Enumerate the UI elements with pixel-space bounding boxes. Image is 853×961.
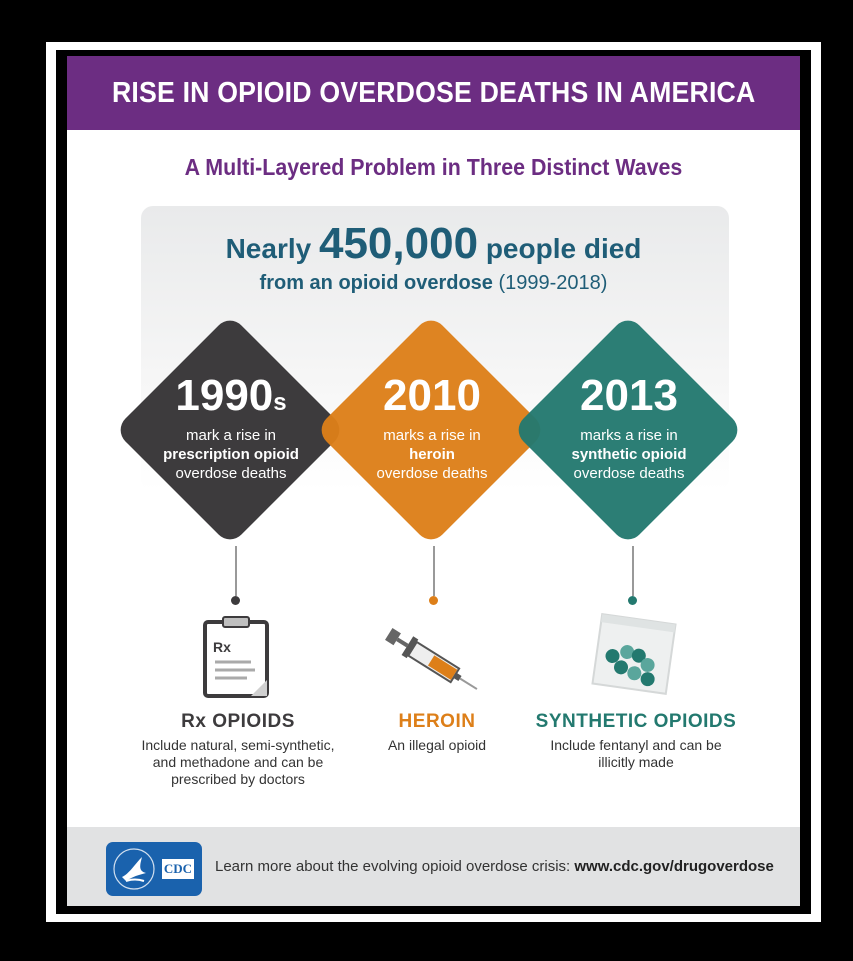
connector-line [433,546,435,596]
header-banner: RISE IN OPIOID OVERDOSE DEATHS IN AMERIC… [67,56,800,130]
pill-bag-icon [591,613,677,695]
wave-line3: overdose deaths [376,465,488,482]
connector-line [235,546,237,596]
subtitle: A Multi-Layered Problem in Three Distinc… [184,154,683,180]
wave-line2: heroin [409,446,455,463]
stat-number: 450,000 [318,219,479,268]
footer-message: Learn more about the evolving opioid ove… [215,858,571,875]
wave-year-value: 2013 [580,371,678,420]
page-title: RISE IN OPIOID OVERDOSE DEATHS IN AMERIC… [111,76,756,109]
cdc-logo[interactable]: CDC [106,842,202,896]
syringe-icon [385,628,478,690]
wave-line1: marks a rise in [580,427,678,444]
wave-year: 2013 [534,374,724,418]
cdc-logo-text: CDC [161,858,195,880]
wave-year-value: 1990 [175,371,274,420]
category-synthetic-opioids: SYNTHETIC OPIOIDS Include fentanyl and c… [526,711,746,771]
stat-suffix: people died [485,233,642,264]
category-desc: Include fentanyl and can be illicitly ma… [550,737,722,770]
connector-dot [231,596,240,605]
wave-line3: overdose deaths [175,465,287,482]
wave-year: 1990s [136,374,326,418]
stat-prefix: Nearly [225,233,312,264]
wave-text-2013: 2013 marks a rise in synthetic opioid ov… [534,374,724,483]
wave-line3: overdose deaths [573,465,685,482]
connector-line [632,546,634,596]
infographic: RISE IN OPIOID OVERDOSE DEATHS IN AMERIC… [67,56,800,906]
wave-line2: synthetic opioid [571,446,687,463]
stat-headline: Nearly 450,000 people died [67,222,800,266]
stat-subline: from an opioid overdose (1999-2018) [67,272,800,295]
category-desc: Include natural, semi-synthetic, and met… [141,737,335,787]
footer-text: Learn more about the evolving opioid ove… [215,858,774,875]
connector-dot [628,596,637,605]
clipboard-icon: Rx [203,616,269,698]
wave-line2: prescription opioid [163,446,299,463]
wave-text-1990s: 1990s mark a rise in prescription opioid… [136,374,326,483]
connector-dot [429,596,438,605]
category-name: SYNTHETIC OPIOIDS [535,711,737,732]
hhs-eagle-icon [113,848,155,890]
stat-subline-bold: from an opioid overdose [259,272,493,294]
rx-label: Rx [213,639,231,655]
category-name: Rx OPIOIDS [181,711,295,732]
wave-year: 2010 [337,374,527,418]
wave-text-2010: 2010 marks a rise in heroin overdose dea… [337,374,527,483]
category-name: HEROIN [398,711,476,732]
wave-year-value: 2010 [383,371,481,420]
category-heroin: HEROIN An illegal opioid [327,711,547,754]
wave-line1: mark a rise in [185,427,277,444]
category-desc: An illegal opioid [387,737,487,753]
wave-year-suffix: s [273,389,287,416]
wave-line1: marks a rise in [383,427,481,444]
stat-years: (1999-2018) [498,272,608,294]
category-rx-opioids: Rx OPIOIDS Include natural, semi-synthet… [128,711,348,788]
footer-url-link[interactable]: www.cdc.gov/drugoverdose [574,858,774,875]
